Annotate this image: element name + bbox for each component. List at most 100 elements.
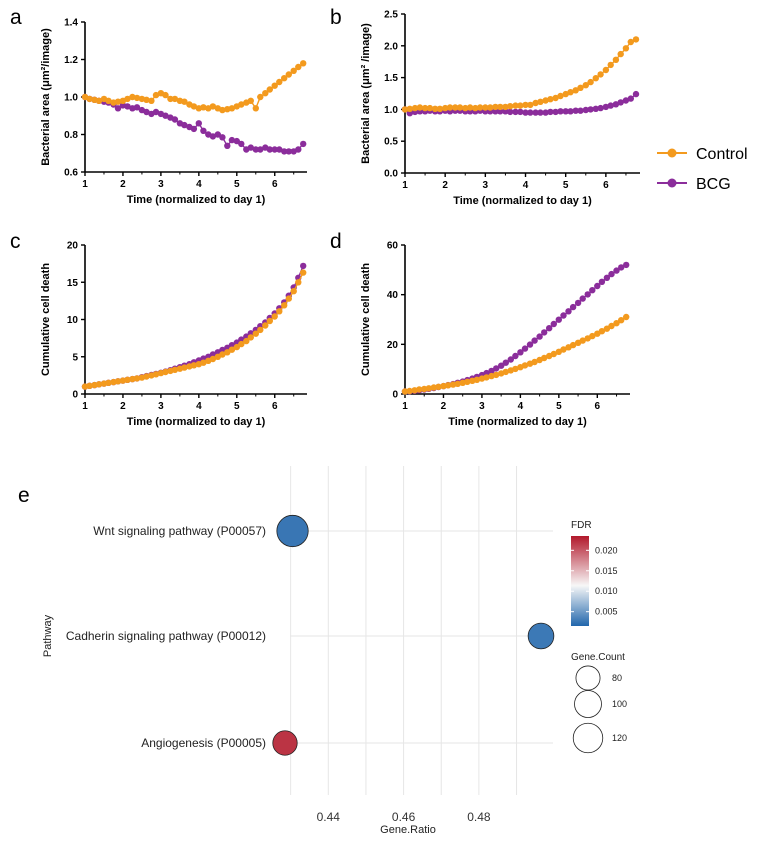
data-point-bcg-c	[219, 346, 226, 354]
data-point-control-b	[587, 78, 594, 86]
data-point-control-c	[200, 359, 207, 366]
data-point-control-d	[598, 328, 606, 335]
size-legend: 80 100 120	[572, 665, 627, 754]
data-point-bcg-a	[285, 148, 292, 155]
data-point-bcg-b	[572, 107, 579, 114]
gene-count-legend-title: Gene.Count	[571, 652, 625, 663]
data-point-control-b	[597, 71, 604, 78]
data-point-control-d	[521, 362, 529, 369]
data-point-control-c	[285, 295, 292, 302]
data-point-control-b	[522, 101, 529, 109]
data-point-bcg-d	[598, 278, 606, 285]
data-point-control-d	[608, 322, 615, 330]
panel-letter-e: e	[18, 484, 30, 507]
data-point-bcg-b	[602, 103, 610, 111]
data-point-control-b	[602, 66, 610, 74]
y-tick-label-a: 1.2	[64, 55, 78, 66]
data-point-bcg-d	[507, 356, 514, 363]
data-point-control-a	[167, 95, 174, 103]
data-point-bcg-a	[228, 136, 236, 144]
data-point-control-a	[152, 91, 160, 99]
x-tick-label-a: 1	[82, 179, 88, 190]
data-point-control-a	[190, 103, 198, 110]
data-point-control-b	[537, 98, 544, 106]
series-line-bcg-c	[84, 265, 304, 388]
data-point-control-d	[444, 382, 452, 389]
data-point-bcg-b	[542, 109, 549, 116]
y-axis-label-d: Cumulative cell death	[360, 263, 372, 376]
y-tick-label-d: 20	[387, 340, 399, 351]
data-point-control-a	[290, 67, 297, 75]
data-point-control-c	[86, 382, 93, 389]
data-point-control-d	[550, 350, 557, 358]
y-tick-label-b: 1.0	[384, 105, 398, 116]
data-point-control-b	[456, 104, 464, 111]
y-tick-label-c: 0	[72, 390, 78, 401]
data-point-bcg-a	[276, 146, 283, 153]
x-tick-label-d: 3	[479, 401, 485, 412]
e-x-tick-label: 0.44	[317, 810, 341, 824]
data-point-bcg-b	[622, 97, 630, 104]
y-tick-label-c: 15	[67, 278, 79, 289]
data-point-control-d	[512, 365, 519, 373]
data-point-control-a	[86, 95, 93, 103]
data-point-bcg-d	[521, 345, 529, 352]
fdr-tick-label: 0.010	[595, 586, 618, 596]
size-legend-label: 100	[612, 699, 627, 709]
legend-control-label: Control	[696, 146, 748, 163]
data-point-control-a	[143, 96, 150, 104]
data-point-control-c	[162, 368, 169, 376]
data-point-control-a	[133, 94, 141, 102]
data-point-control-c	[252, 330, 259, 337]
data-point-control-b	[552, 94, 559, 102]
data-point-bcg-c	[228, 342, 236, 349]
data-point-bcg-d	[498, 362, 505, 369]
series-line-control-c	[84, 272, 304, 388]
data-point-bcg-a	[266, 146, 273, 153]
x-tick-label-b: 6	[603, 180, 609, 191]
data-point-control-b	[517, 102, 524, 109]
data-point-control-d	[473, 376, 481, 383]
data-point-bcg-b	[502, 108, 509, 115]
data-point-bcg-b	[552, 108, 559, 116]
legend-bcg-marker	[667, 178, 677, 188]
data-point-control-c	[190, 362, 198, 369]
data-point-control-d	[623, 313, 630, 321]
data-point-control-a	[247, 97, 254, 105]
x-tick-label-d: 6	[595, 401, 601, 412]
data-point-bcg-a	[171, 116, 179, 123]
x-tick-label-c: 4	[196, 401, 202, 412]
x-tick-label-a: 2	[120, 179, 126, 190]
data-point-bcg-a	[143, 108, 150, 116]
data-point-control-b	[487, 104, 494, 111]
y-tick-label-b: 0.0	[384, 169, 398, 180]
x-axis-label-c: Time (normalized to day 1)	[127, 416, 266, 428]
data-point-control-c	[95, 381, 103, 388]
size-legend-label: 80	[612, 673, 622, 683]
data-point-bcg-b	[492, 108, 499, 115]
data-point-bcg-d	[574, 299, 582, 307]
data-point-control-b	[622, 45, 630, 52]
data-point-control-b	[557, 92, 564, 100]
y-tick-label-b: 2.0	[384, 41, 398, 52]
data-point-control-b	[527, 101, 534, 109]
data-point-control-a	[219, 106, 226, 114]
data-point-control-b	[476, 104, 484, 111]
data-point-bcg-b	[577, 107, 584, 114]
data-point-control-a	[257, 93, 264, 101]
data-point-control-b	[627, 38, 634, 46]
e-point-marker	[527, 622, 555, 650]
data-point-control-a	[114, 98, 122, 105]
panel-letter-c: c	[10, 230, 21, 253]
data-point-bcg-b	[582, 106, 589, 114]
e-x-axis-label: Gene.Ratio	[380, 824, 436, 836]
y-tick-label-d: 40	[387, 290, 399, 301]
data-point-control-b	[436, 105, 444, 113]
data-point-control-c	[281, 302, 288, 309]
e-point-marker	[276, 514, 309, 548]
data-point-control-c	[209, 355, 217, 363]
chart-panel-b: 1 2 3 4 5 6 0.0 0.5 1.0 1.5 2.0 2.5 Time (normalized…	[360, 10, 640, 207]
data-point-control-a	[271, 82, 278, 89]
e-points	[272, 514, 555, 756]
data-point-control-b	[572, 87, 579, 94]
